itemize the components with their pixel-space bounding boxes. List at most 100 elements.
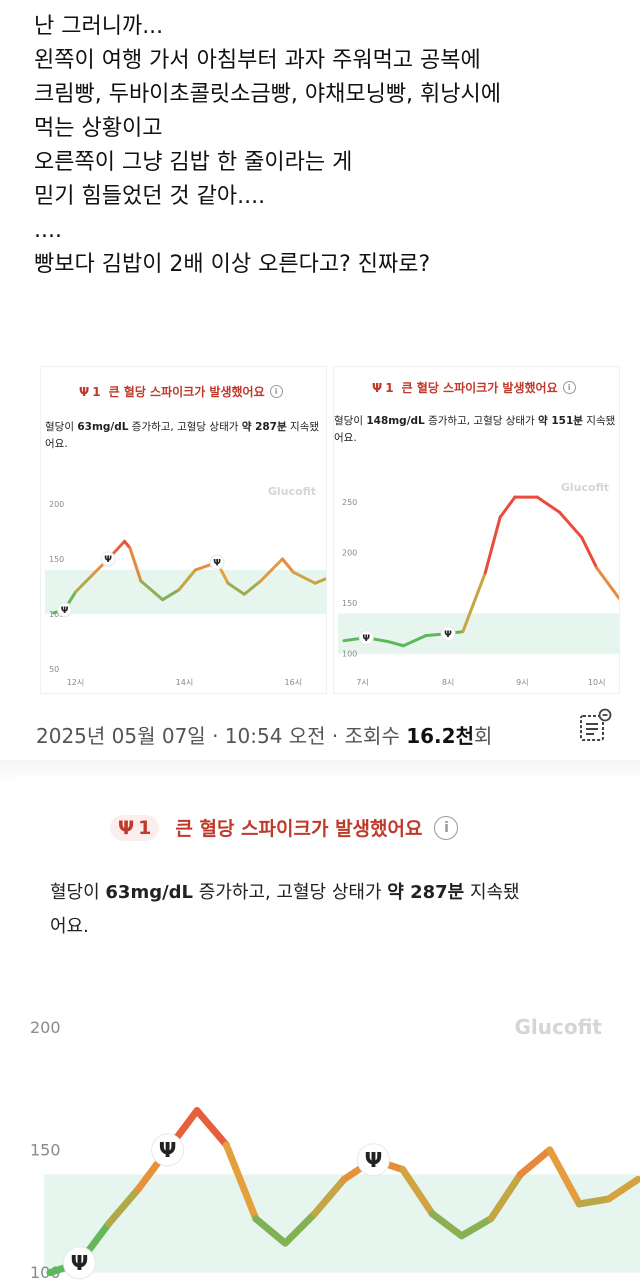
meal-marker	[100, 551, 116, 567]
brand-watermark: Glucofit	[515, 1015, 603, 1039]
y-tick-label: 100	[49, 610, 64, 619]
glucose-line-segment	[139, 579, 165, 602]
fork-knife-icon: Ψ	[79, 384, 90, 399]
fork-knife-icon: Ψ	[444, 630, 452, 640]
x-tick-label: 12시	[67, 678, 85, 687]
glucose-line-segment	[74, 574, 94, 594]
card-description: 혈당이 148mg/dL 증가하고, 고혈당 상태가 약 151분 지속됐어요.	[334, 413, 618, 447]
glucose-line-segment	[259, 557, 284, 583]
meal-count: 1	[385, 380, 394, 395]
post-body: 난 그러니까... 왼쪽이 여행 가서 아침부터 과자 주워먹고 공복에 크림빵…	[34, 10, 634, 282]
x-tick-label: 14시	[176, 678, 194, 687]
view-count: 16.2천	[406, 724, 474, 748]
fork-knife-icon: Ψ	[372, 380, 383, 395]
fork-knife-icon: Ψ	[104, 555, 112, 565]
glucose-line-segment	[428, 1210, 466, 1240]
x-tick-label: 7시	[356, 678, 368, 687]
desc-increase: 63mg/dL	[105, 882, 194, 903]
target-range-band	[45, 570, 326, 614]
y-tick-label: 150	[342, 599, 357, 608]
fork-knife-icon: Ψ	[159, 1138, 177, 1162]
desc-text: 지속됐어요.	[334, 415, 616, 444]
desc-text: 지속됐어요.	[45, 421, 319, 450]
glucose-line-segment	[458, 1215, 495, 1240]
info-icon[interactable]: i	[562, 381, 576, 394]
glucose-line-segment	[401, 634, 428, 648]
desc-text: 증가하고, 고혈당 상태가	[128, 421, 242, 433]
fork-knife-icon: Ψ	[118, 816, 135, 839]
info-icon[interactable]: i	[269, 385, 283, 398]
glucose-line-segment	[605, 1175, 640, 1203]
desc-text: 혈당이	[45, 421, 78, 433]
glucose-line-segment	[516, 1146, 554, 1178]
card-description: 혈당이 63mg/dL 증가하고, 고혈당 상태가 약 287분 지속됐 어요.	[50, 876, 635, 944]
y-tick-label: 200	[30, 1018, 61, 1037]
glucose-line-segment	[313, 577, 326, 585]
meal-marker	[440, 626, 456, 642]
post-line: ....	[34, 218, 62, 243]
post-line: 왼쪽이 여행 가서 아침부터 과자 주워먹고 공복에	[34, 48, 481, 73]
glucose-line-segment	[242, 579, 263, 596]
glucose-line-segment	[575, 1195, 613, 1208]
glucose-line-segment	[546, 1146, 583, 1208]
desc-text: 지속됐	[464, 882, 520, 903]
glucose-chart: 250 200 150 100 7시 8시 9시 10시 Glucofit Ψ Ψ	[338, 481, 619, 687]
glucose-line-segment	[193, 1107, 230, 1149]
glucose-line-segment	[281, 1210, 319, 1247]
glucose-line-segment	[535, 495, 562, 514]
desc-text: 어요.	[50, 916, 89, 937]
brand-watermark: Glucofit	[561, 481, 609, 494]
y-tick-label: 150	[30, 1141, 61, 1160]
desc-text: 증가하고, 고혈당 상태가	[424, 415, 539, 427]
glucose-line-segment	[161, 588, 181, 602]
post-line: 믿기 힘들었던 것 같아....	[34, 184, 266, 209]
document-menu-icon[interactable]	[578, 708, 612, 742]
post-line: 오른쪽이 그냥 김밥 한 줄이라는 게	[34, 150, 353, 175]
fork-knife-icon: Ψ	[213, 558, 221, 568]
post-date-and-views-label: 2025년 05월 07일 · 10:54 오전 · 조회수	[36, 724, 407, 748]
view-count-suffix: 회	[473, 724, 493, 748]
x-tick-label: 9시	[516, 678, 528, 687]
glucose-line-segment	[177, 568, 197, 592]
meal-marker	[356, 1143, 390, 1177]
desc-text: 증가하고, 고혈당 상태가	[193, 882, 388, 903]
y-tick-label: 250	[342, 498, 357, 507]
meal-count: 1	[138, 816, 152, 839]
glucose-chart: 200 150 100 50 12시 14시 16시 Glucofit Ψ Ψ Ψ	[45, 485, 326, 687]
target-range-band	[44, 1174, 640, 1273]
post-line: 먹는 상황이고	[34, 116, 163, 141]
glucose-line-segment	[580, 536, 599, 570]
meal-count: 1	[92, 384, 101, 399]
y-tick-label: 100	[342, 650, 357, 659]
meal-marker	[151, 1133, 185, 1167]
glucose-line-segment	[280, 557, 295, 574]
target-range-band	[338, 613, 619, 654]
meal-marker	[358, 630, 374, 646]
desc-increase: 148mg/dL	[366, 415, 425, 427]
fork-knife-icon: Ψ	[365, 1148, 383, 1172]
y-tick-label: 150	[49, 555, 64, 564]
glucose-line-segment	[311, 1175, 348, 1218]
glucose-line-segment	[252, 1215, 289, 1247]
x-tick-label: 16시	[285, 678, 303, 687]
meal-marker	[57, 602, 73, 618]
card-description: 혈당이 63mg/dL 증가하고, 고혈당 상태가 약 287분 지속됐어요.	[45, 419, 323, 453]
desc-duration: 약 287분	[387, 882, 465, 903]
glucose-line-segment	[399, 1166, 436, 1218]
info-icon[interactable]: i	[434, 815, 459, 840]
glucose-line-segment	[483, 515, 502, 575]
post-line: 크림빵, 두바이초콜릿소금빵, 야채모닝빵, 휘낭시에	[34, 82, 502, 107]
y-tick-label: 200	[342, 549, 357, 558]
desc-duration: 약 287분	[241, 421, 287, 433]
glucose-line-segment	[595, 566, 619, 600]
meal-marker	[62, 1246, 96, 1280]
fork-knife-icon: Ψ	[362, 634, 370, 644]
desc-text: 혈당이	[334, 415, 367, 427]
